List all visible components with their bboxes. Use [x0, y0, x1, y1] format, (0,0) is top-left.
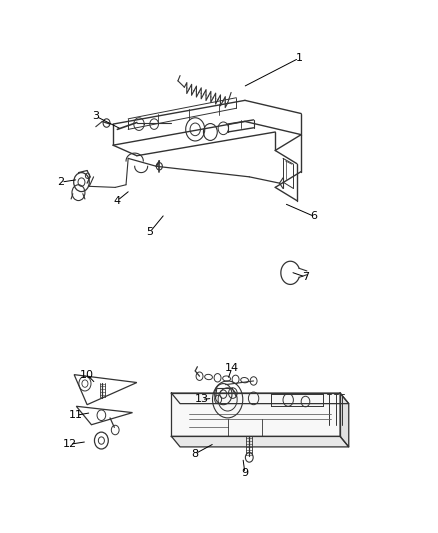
Text: 8: 8 [192, 449, 199, 459]
Polygon shape [340, 393, 349, 447]
Polygon shape [171, 393, 349, 403]
Text: 12: 12 [63, 439, 77, 449]
Text: 1: 1 [296, 53, 303, 63]
Text: 13: 13 [195, 394, 208, 405]
Text: 2: 2 [57, 177, 65, 187]
Polygon shape [171, 437, 349, 447]
Text: 4: 4 [114, 196, 121, 206]
Text: 10: 10 [80, 369, 94, 379]
Text: 11: 11 [69, 410, 83, 420]
Text: 5: 5 [146, 227, 153, 237]
Text: 7: 7 [302, 272, 309, 282]
Text: 6: 6 [311, 212, 318, 221]
Polygon shape [171, 393, 340, 437]
Text: 14: 14 [225, 363, 239, 373]
Text: 9: 9 [241, 469, 248, 478]
Text: 3: 3 [92, 111, 99, 121]
